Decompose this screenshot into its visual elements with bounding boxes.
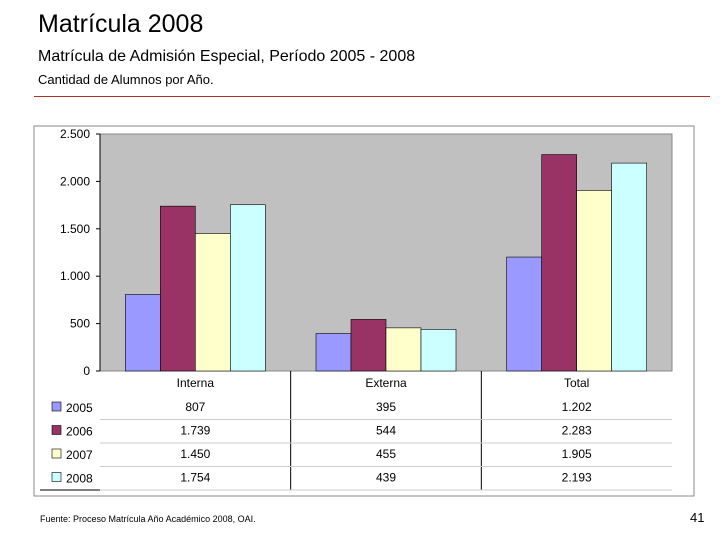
y-tick-label: 2.000	[60, 174, 90, 188]
table-cell-value: 2.193	[562, 471, 592, 485]
legend-swatch-2005	[51, 401, 62, 412]
table-cell-value: 455	[376, 447, 396, 461]
table-cell-value: 1.905	[562, 447, 592, 461]
slide-subtitle: Matrícula de Admisión Especial, Período …	[38, 48, 416, 65]
legend-swatch-2008	[51, 472, 62, 482]
bar-2008-externa	[420, 329, 457, 372]
legend-label-2007: 2007	[66, 448, 93, 462]
table-cell-value: 1.450	[180, 447, 210, 461]
bar-2005-interna	[125, 294, 161, 372]
title-divider	[34, 96, 710, 97]
table-cell-value: 439	[376, 471, 396, 485]
y-tick-label: 1.500	[60, 222, 90, 236]
table-cell-value: 1.754	[180, 471, 210, 485]
legend-label-2006: 2006	[66, 425, 93, 439]
source-footnote: Fuente: Proceso Matrícula Año Académico …	[40, 514, 256, 524]
legend-swatch-2006	[51, 425, 62, 435]
y-tick-label: 1.000	[60, 269, 90, 283]
bar-2007-total	[576, 190, 612, 372]
bar-2006-total	[541, 154, 577, 372]
bar-2008-total	[611, 162, 647, 372]
legend-label-2008: 2008	[66, 472, 93, 486]
bar-2007-interna	[195, 233, 231, 372]
x-category-label: Total	[564, 376, 589, 390]
y-tick-label: 2.500	[60, 127, 90, 141]
bar-2007-externa	[385, 327, 422, 372]
slide-title: Matrícula 2008	[38, 10, 204, 38]
y-tick-label: 500	[70, 317, 90, 331]
table-cell-value: 807	[185, 400, 205, 414]
bar-2008-interna	[230, 204, 266, 372]
legend-label-2005: 2005	[66, 401, 93, 415]
chart-caption: Cantidad de Alumnos por Año.	[38, 72, 214, 87]
bar-2006-externa	[350, 319, 387, 372]
y-tick-label: 0	[83, 364, 90, 378]
table-cell-value: 1.739	[180, 424, 210, 438]
bar-2005-externa	[315, 333, 352, 372]
x-category-label: Externa	[365, 376, 407, 390]
bar-2005-total	[506, 256, 542, 372]
bar-2006-interna	[160, 205, 196, 372]
legend-swatch-2007	[51, 448, 62, 459]
table-cell-value: 395	[376, 400, 396, 414]
x-category-label: Interna	[177, 376, 215, 390]
page-number: 41	[690, 510, 705, 525]
table-cell-value: 2.283	[562, 424, 592, 438]
table-cell-value: 544	[376, 424, 396, 438]
table-cell-value: 1.202	[562, 400, 592, 414]
